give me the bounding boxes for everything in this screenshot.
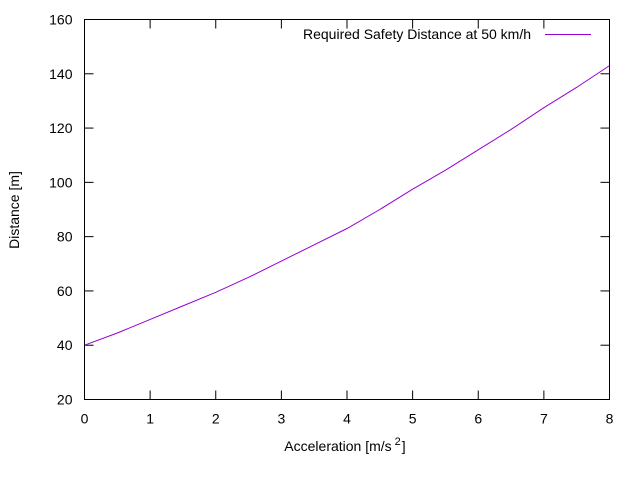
- tick-labels-layer: 0 1 2 3 4 5 6 7 8 20 40 60 80 100 120 140 160: [49, 12, 613, 427]
- y-tick-label: 40: [57, 337, 73, 353]
- y-tick-label: 140: [49, 66, 73, 82]
- x-tick-label: 7: [540, 411, 548, 427]
- y-tick-label: 120: [49, 120, 73, 136]
- y-tick-label: 60: [57, 283, 73, 299]
- x-tick-label: 4: [343, 411, 351, 427]
- x-axis-label-end: ]: [402, 438, 406, 454]
- y-axis-label: Distance [m]: [6, 171, 22, 249]
- legend-entry-label: Required Safety Distance at 50 km/h: [303, 26, 531, 42]
- x-axis-label: Acceleration [m/s 2]: [284, 436, 405, 454]
- x-tick-label: 2: [212, 411, 220, 427]
- x-tick-label: 3: [277, 411, 285, 427]
- plot-frame: [84, 19, 610, 400]
- x-tick-label: 0: [81, 411, 89, 427]
- x-axis-label-main: Acceleration [m/s: [284, 438, 391, 454]
- y-tick-label: 20: [57, 392, 73, 408]
- x-tick-label: 6: [474, 411, 482, 427]
- y-tick-label: 100: [49, 174, 73, 190]
- x-tick-label: 8: [606, 411, 614, 427]
- series-line: [84, 65, 610, 346]
- x-tick-label: 5: [409, 411, 417, 427]
- ticks-layer: [84, 19, 610, 400]
- y-tick-label: 80: [57, 229, 73, 245]
- x-tick-label: 1: [146, 411, 154, 427]
- y-tick-label: 160: [49, 12, 73, 28]
- legend: Required Safety Distance at 50 km/h: [303, 26, 591, 42]
- x-axis-label-superscript: 2: [395, 436, 401, 448]
